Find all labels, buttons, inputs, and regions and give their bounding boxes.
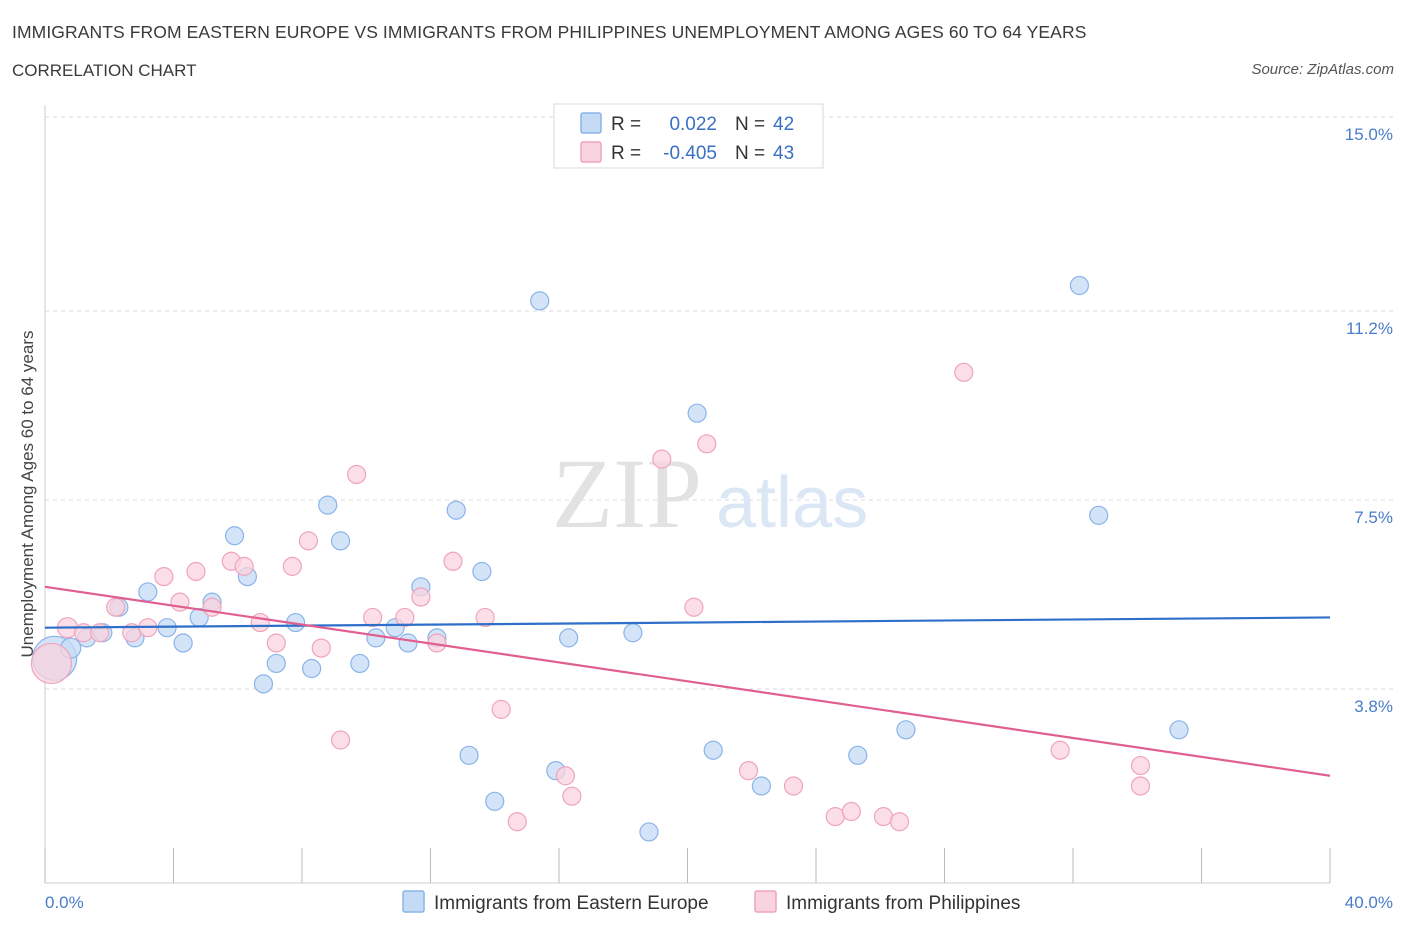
point-philippines (491, 699, 511, 719)
point-eastern-europe (173, 633, 193, 653)
series-legend: Immigrants from Eastern Europe Immigrant… (402, 890, 1020, 914)
x-tick-marks (44, 848, 1331, 883)
gridlines (45, 116, 1393, 690)
point-philippines (234, 556, 254, 576)
x-tick-label-min: 0.0% (45, 893, 84, 912)
watermark-atlas: atlas (716, 463, 868, 543)
point-philippines (738, 761, 759, 781)
point-philippines (954, 362, 974, 382)
point-philippines (697, 434, 717, 454)
point-eastern-europe (896, 720, 916, 740)
legend-n-label-2: N = (735, 143, 765, 164)
data-points (30, 275, 1189, 842)
legend-r-value-2: -0.405 (663, 143, 717, 164)
point-philippines (1130, 776, 1151, 796)
point-philippines (684, 597, 704, 617)
trend-lines (44, 585, 1331, 777)
stats-legend: R = 0.022 N = 42 R = -0.405 N = 43 (553, 103, 824, 169)
y-tick-labels: 3.8% 7.5% 11.2% 15.0% (1345, 125, 1393, 716)
watermark-zip: ZIP (552, 438, 702, 549)
point-philippines (202, 597, 222, 617)
point-philippines (363, 607, 383, 628)
point-philippines (1130, 755, 1151, 776)
y-tick-label: 3.8% (1354, 697, 1393, 716)
point-philippines (330, 730, 351, 750)
point-eastern-europe (266, 653, 286, 674)
point-eastern-europe (366, 628, 386, 648)
legend-r-label-1: R = (611, 114, 641, 135)
point-eastern-europe (459, 745, 479, 765)
point-philippines (311, 638, 331, 658)
chart-title: IMMIGRANTS FROM EASTERN EUROPE VS IMMIGR… (12, 22, 1087, 42)
watermark: ZIP atlas (552, 438, 868, 549)
y-tick-label: 7.5% (1354, 508, 1393, 527)
chart-subtitle: CORRELATION CHART (12, 61, 197, 80)
legend-n-value-2: 43 (773, 143, 794, 164)
point-philippines (562, 786, 582, 806)
trend-line-philippines (44, 585, 1331, 777)
point-eastern-europe (302, 658, 322, 679)
series-legend-label-eastern-europe: Immigrants from Eastern Europe (434, 893, 709, 914)
point-eastern-europe (224, 526, 245, 546)
point-eastern-europe (138, 582, 158, 602)
point-philippines (555, 766, 576, 786)
series-legend-swatch-philippines (754, 890, 777, 913)
point-philippines (443, 551, 463, 571)
point-philippines (298, 531, 319, 551)
series-legend-label-philippines: Immigrants from Philippines (786, 893, 1020, 914)
point-philippines (106, 597, 126, 617)
point-eastern-europe (330, 531, 351, 551)
point-eastern-europe (350, 653, 370, 674)
point-philippines (347, 464, 367, 485)
point-philippines (395, 607, 415, 628)
point-philippines (873, 807, 894, 827)
point-philippines (250, 612, 270, 633)
point-philippines (841, 801, 861, 822)
point-eastern-europe (485, 791, 505, 811)
point-eastern-europe (398, 633, 418, 653)
x-tick-label-max: 40.0% (1345, 893, 1393, 912)
point-eastern-europe (446, 500, 466, 520)
y-axis-label: Unemployment Among Ages 60 to 64 years (18, 331, 37, 658)
y-tick-label: 15.0% (1345, 125, 1393, 144)
point-philippines (282, 556, 302, 576)
point-eastern-europe (1169, 720, 1189, 740)
legend-swatch-eastern-europe (580, 112, 602, 134)
legend-r-value-1: 0.022 (669, 114, 717, 135)
point-eastern-europe (639, 822, 659, 842)
point-eastern-europe (1069, 275, 1090, 296)
trend-line-eastern-europe (44, 616, 1331, 629)
legend-n-label-1: N = (735, 114, 765, 135)
series-legend-swatch-eastern-europe (402, 890, 425, 913)
point-eastern-europe (623, 623, 643, 643)
point-philippines (154, 566, 174, 587)
point-philippines (411, 587, 431, 607)
y-tick-label: 11.2% (1346, 319, 1393, 338)
point-eastern-europe (559, 628, 579, 648)
point-philippines (266, 633, 286, 653)
point-philippines (825, 807, 845, 827)
point-philippines (30, 642, 73, 685)
point-philippines (186, 561, 206, 582)
point-philippines (889, 812, 910, 832)
point-eastern-europe (1089, 505, 1109, 525)
point-eastern-europe (687, 403, 707, 423)
point-eastern-europe (253, 674, 274, 694)
point-eastern-europe (751, 776, 771, 796)
legend-r-label-2: R = (611, 143, 641, 164)
point-eastern-europe (472, 561, 492, 582)
legend-n-value-1: 42 (773, 114, 794, 135)
legend-swatch-philippines (580, 141, 602, 163)
point-philippines (475, 607, 495, 628)
point-philippines (652, 449, 672, 469)
point-eastern-europe (318, 495, 338, 515)
point-philippines (507, 812, 527, 832)
chart-source: Source: ZipAtlas.com (1251, 61, 1394, 78)
point-eastern-europe (703, 740, 723, 760)
point-philippines (783, 776, 804, 796)
point-philippines (1050, 740, 1070, 760)
point-eastern-europe (530, 291, 550, 311)
point-eastern-europe (848, 745, 868, 765)
